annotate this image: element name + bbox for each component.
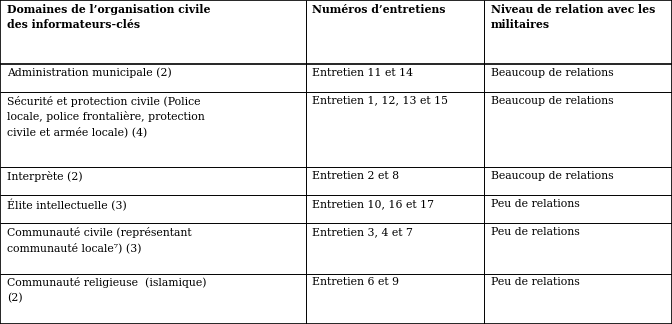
- Text: Beaucoup de relations: Beaucoup de relations: [491, 68, 613, 78]
- Text: Peu de relations: Peu de relations: [491, 199, 579, 209]
- Text: Administration municipale (2): Administration municipale (2): [7, 68, 171, 78]
- Text: Domaines de l’organisation civile
des informateurs-clés: Domaines de l’organisation civile des in…: [7, 4, 210, 30]
- Text: Peu de relations: Peu de relations: [491, 277, 579, 287]
- Text: Entretien 1, 12, 13 et 15: Entretien 1, 12, 13 et 15: [312, 96, 448, 106]
- Text: Entretien 6 et 9: Entretien 6 et 9: [312, 277, 399, 287]
- Text: Communauté religieuse  (islamique)
(2): Communauté religieuse (islamique) (2): [7, 277, 206, 303]
- Text: Entretien 3, 4 et 7: Entretien 3, 4 et 7: [312, 227, 413, 237]
- Text: Entretien 10, 16 et 17: Entretien 10, 16 et 17: [312, 199, 435, 209]
- Text: Numéros d’entretiens: Numéros d’entretiens: [312, 4, 446, 15]
- Text: Beaucoup de relations: Beaucoup de relations: [491, 96, 613, 106]
- Text: Beaucoup de relations: Beaucoup de relations: [491, 171, 613, 181]
- Text: Peu de relations: Peu de relations: [491, 227, 579, 237]
- Text: Sécurité et protection civile (Police
locale, police frontalière, protection
civ: Sécurité et protection civile (Police lo…: [7, 96, 204, 137]
- Text: Niveau de relation avec les
militaires: Niveau de relation avec les militaires: [491, 4, 655, 30]
- Text: Interprète (2): Interprète (2): [7, 171, 83, 182]
- Text: Élite intellectuelle (3): Élite intellectuelle (3): [7, 199, 126, 211]
- Text: Entretien 11 et 14: Entretien 11 et 14: [312, 68, 413, 78]
- Text: Communauté civile (représentant
communauté locale⁷) (3): Communauté civile (représentant communau…: [7, 227, 192, 253]
- Text: Entretien 2 et 8: Entretien 2 et 8: [312, 171, 400, 181]
